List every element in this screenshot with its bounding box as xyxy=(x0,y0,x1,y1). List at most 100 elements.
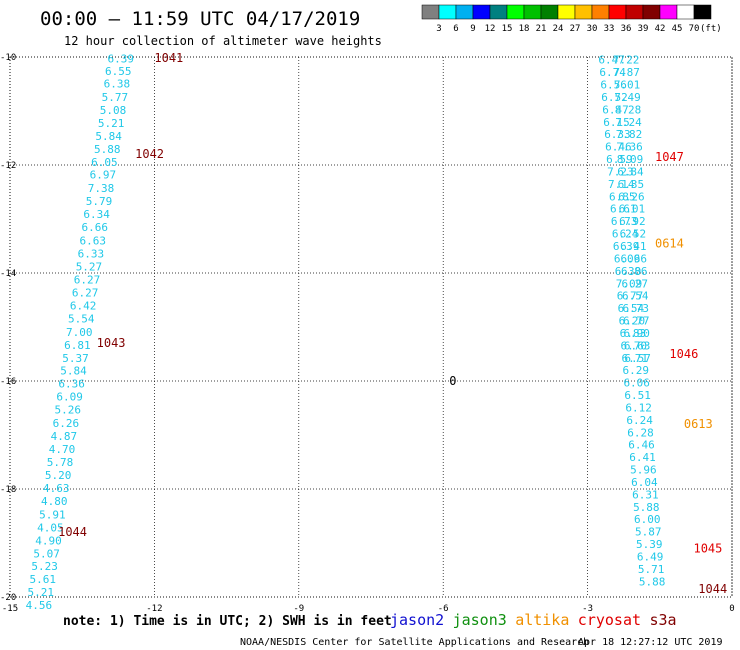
x-tick-label: -12 xyxy=(146,604,162,614)
colorbar-swatch xyxy=(455,4,474,20)
data-point-label: 6.51 xyxy=(624,389,651,402)
data-points: 6.396.556.385.775.085.215.845.886.056.97… xyxy=(26,53,666,612)
colorbar-label: 3 xyxy=(436,24,441,34)
data-point-label: 5.21 xyxy=(98,117,125,130)
data-point-label: 6.00 xyxy=(634,513,661,526)
colorbar-label: 36 xyxy=(621,24,632,34)
colorbar-swatch xyxy=(472,4,491,20)
data-point-label: 6.41 xyxy=(620,240,647,253)
data-point-label: 7.00 xyxy=(66,326,93,339)
data-point-label: 7.09 xyxy=(616,277,643,290)
data-point-label: 5.96 xyxy=(630,464,657,477)
chart-subtitle: 12 hour collection of altimeter wave hei… xyxy=(64,34,382,48)
colorbar-swatch xyxy=(574,4,593,20)
data-point-label: 6.24 xyxy=(612,228,639,241)
data-point-label: 5.23 xyxy=(31,560,58,573)
colorbar-label: 30 xyxy=(587,24,598,34)
data-point-label: 7.82 xyxy=(616,128,643,141)
data-point-label: 6.83 xyxy=(620,327,647,340)
data-point-label: 5.26 xyxy=(55,404,82,417)
data-point-label: 6.84 xyxy=(617,165,644,178)
colorbar-swatch xyxy=(523,4,542,20)
data-point-label: 7.22 xyxy=(613,54,640,67)
data-point-label: 6.46 xyxy=(628,439,655,452)
data-point-label: 6.35 xyxy=(618,178,645,191)
data-point-label: 6.30 xyxy=(615,265,642,278)
data-point-label: 6.26 xyxy=(618,190,645,203)
data-point-label: 5.71 xyxy=(638,563,665,576)
data-point-label: 5.21 xyxy=(28,586,55,599)
data-point-label: 6.77 xyxy=(623,315,650,328)
y-tick-label: -16 xyxy=(0,377,16,387)
data-point-label: 6.52 xyxy=(601,91,628,104)
data-point-label: 6.47 xyxy=(598,54,625,67)
data-point-label: 5.08 xyxy=(100,104,127,117)
data-point-label: 4.63 xyxy=(43,482,70,495)
track-annotations: 1041 1042 1043 1044 1047 0614 1046 0613 1045 1044… xyxy=(58,51,727,596)
data-point-label: 5.39 xyxy=(636,538,663,551)
x-tick-label: -3 xyxy=(582,604,593,614)
colorbar-label: 45 xyxy=(672,24,683,34)
data-point-label: 6.33 xyxy=(604,128,631,141)
data-point-label: 5.78 xyxy=(47,456,74,469)
data-point-label: 6.66 xyxy=(621,252,648,265)
colorbar-label: 70 xyxy=(689,24,700,34)
colorbar-label: 18 xyxy=(519,24,530,34)
track-id-label: 1047 xyxy=(655,150,684,164)
data-point-label: 5.79 xyxy=(86,195,113,208)
data-point-label: 6.63 xyxy=(624,339,651,352)
satellite-legend-item: altika xyxy=(515,611,569,629)
data-point-label: 6.73 xyxy=(611,215,638,228)
data-point-label: 6.54 xyxy=(622,290,649,303)
colorbar-label: 33 xyxy=(604,24,615,34)
data-point-label: 4.80 xyxy=(41,495,68,508)
data-point-label: 6.85 xyxy=(609,190,636,203)
satellite-legend: jason2 jason3 altika cryosat s3a xyxy=(390,611,677,629)
data-point-label: 8.28 xyxy=(615,103,642,116)
colorbar-swatch xyxy=(676,4,695,20)
data-point-label: 6.26 xyxy=(53,417,80,430)
data-point-label: 6.66 xyxy=(81,221,108,234)
data-point-label: 7.01 xyxy=(614,79,641,92)
data-point-label: 6.41 xyxy=(629,451,656,464)
track-id-label: 1042 xyxy=(135,147,164,161)
data-point-label: 7.23 xyxy=(607,165,634,178)
data-point-label: 6.27 xyxy=(74,273,101,286)
data-point-label: 6.42 xyxy=(70,299,97,312)
colorbar-label: 12 xyxy=(485,24,496,34)
data-point-label: 6.04 xyxy=(631,476,658,489)
data-point-label: 6.70 xyxy=(621,339,648,352)
data-point-label: 6.20 xyxy=(619,315,646,328)
data-point-label: 6.06 xyxy=(623,377,650,390)
data-point-label: 6.47 xyxy=(602,103,629,116)
data-point-label: 4.05 xyxy=(37,521,64,534)
data-point-label: 6.39 xyxy=(107,53,134,66)
track-id-label: 0614 xyxy=(655,236,684,250)
satellite-legend-item: jason3 xyxy=(453,611,507,629)
data-point-label: 4.56 xyxy=(26,599,53,612)
data-point-label: 6.27 xyxy=(72,286,99,299)
colorbar-label: 39 xyxy=(638,24,649,34)
data-point-label: 6.97 xyxy=(90,169,117,182)
data-point-label: 6.27 xyxy=(622,277,649,290)
data-point-label: 6.01 xyxy=(619,203,646,216)
plot-grid xyxy=(9,56,733,598)
track-id-label: 1043 xyxy=(97,336,126,350)
data-point-label: 6.73 xyxy=(622,302,649,315)
colorbar-label: 9 xyxy=(470,24,475,34)
track-id-label: 1041 xyxy=(154,51,183,65)
y-tick-label: -20 xyxy=(0,593,16,603)
colorbar-label: 21 xyxy=(536,24,547,34)
colorbar-label: 6 xyxy=(453,24,458,34)
axis-tick-labels: -15 -12 -9 -6 -3 0 -10 -12 -14 -16 -18 -20 xyxy=(0,53,735,614)
data-point-label: 4.87 xyxy=(51,430,78,443)
chart-title: 00:00 – 11:59 UTC 04/17/2019 xyxy=(40,8,360,30)
data-point-label: 7.14 xyxy=(608,178,635,191)
y-tick-label: -10 xyxy=(0,53,16,63)
colorbar-swatch xyxy=(540,4,559,20)
colorbar-swatch xyxy=(421,4,440,20)
data-point-label: 6.71 xyxy=(622,352,649,365)
data-point-label: 6.57 xyxy=(624,352,651,365)
data-point-label: 4.90 xyxy=(35,534,62,547)
